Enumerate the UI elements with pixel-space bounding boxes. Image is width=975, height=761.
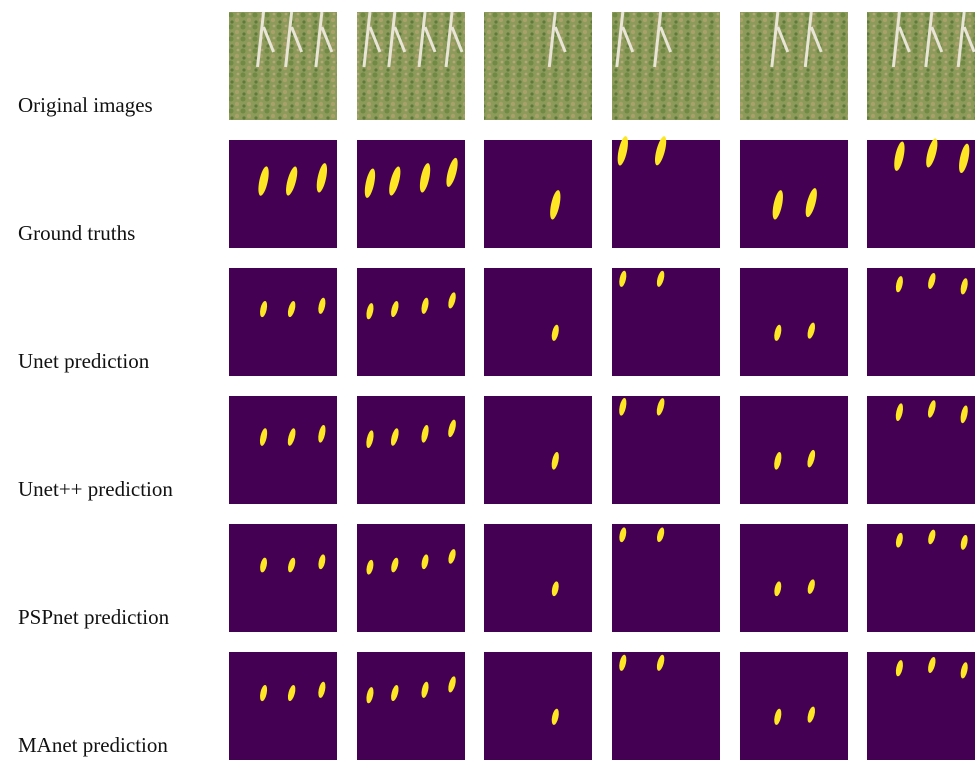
row-label: MAnet prediction	[18, 733, 168, 757]
original-image	[612, 12, 720, 120]
mask-image	[612, 652, 720, 760]
mask-bg	[740, 652, 848, 760]
mask-bg	[867, 140, 975, 248]
mask-bg	[740, 396, 848, 504]
mask-image	[357, 652, 465, 760]
original-image	[740, 12, 848, 120]
original-image	[357, 12, 465, 120]
mask-image	[867, 137, 975, 248]
mask-bg	[612, 524, 720, 632]
mask-image	[740, 140, 848, 248]
mask-bg	[612, 652, 720, 760]
original-image	[867, 12, 975, 120]
mask-image	[484, 140, 592, 248]
row-label: PSPnet prediction	[18, 605, 170, 629]
mask-bg	[229, 140, 337, 248]
mask-bg	[484, 396, 592, 504]
mask-image	[357, 396, 465, 504]
original-image	[484, 12, 592, 120]
mask-image	[612, 135, 720, 248]
mask-image	[357, 140, 465, 248]
mask-bg	[357, 268, 465, 376]
mask-image	[612, 524, 720, 632]
mask-image	[229, 396, 337, 504]
mask-bg	[357, 524, 465, 632]
mask-image	[484, 268, 592, 376]
mask-bg	[867, 524, 975, 632]
mask-bg	[612, 140, 720, 248]
mask-bg	[229, 652, 337, 760]
mask-image	[484, 524, 592, 632]
mask-image	[229, 140, 337, 248]
mask-image	[740, 396, 848, 504]
row-label: Original images	[18, 93, 153, 117]
mask-image	[740, 652, 848, 760]
mask-bg	[357, 140, 465, 248]
mask-bg	[867, 652, 975, 760]
mask-image	[612, 268, 720, 376]
mask-bg	[484, 268, 592, 376]
image-bg	[484, 12, 592, 120]
figure: Original images Ground truths Unet predict…	[0, 0, 975, 761]
mask-image	[867, 396, 975, 504]
mask-image	[867, 524, 975, 632]
mask-bg	[484, 524, 592, 632]
mask-bg	[740, 268, 848, 376]
mask-bg	[484, 140, 592, 248]
image-bg	[740, 12, 848, 120]
mask-bg	[229, 524, 337, 632]
mask-bg	[229, 396, 337, 504]
mask-image	[867, 268, 975, 376]
mask-image	[229, 652, 337, 760]
mask-image	[484, 396, 592, 504]
mask-bg	[867, 268, 975, 376]
image-bg	[612, 12, 720, 120]
mask-bg	[229, 268, 337, 376]
mask-bg	[867, 396, 975, 504]
row-label: Unet prediction	[18, 349, 150, 373]
mask-bg	[357, 652, 465, 760]
mask-image	[357, 524, 465, 632]
mask-bg	[740, 140, 848, 248]
mask-bg	[612, 396, 720, 504]
mask-image	[229, 524, 337, 632]
mask-bg	[612, 268, 720, 376]
mask-bg	[484, 652, 592, 760]
mask-image	[357, 268, 465, 376]
mask-image	[867, 652, 975, 760]
mask-bg	[740, 524, 848, 632]
mask-image	[612, 396, 720, 504]
mask-image	[740, 524, 848, 632]
mask-bg	[357, 396, 465, 504]
mask-image	[484, 652, 592, 760]
original-image	[229, 12, 337, 120]
mask-image	[229, 268, 337, 376]
row-label: Unet++ prediction	[18, 477, 173, 501]
mask-image	[740, 268, 848, 376]
row-label: Ground truths	[18, 221, 135, 245]
